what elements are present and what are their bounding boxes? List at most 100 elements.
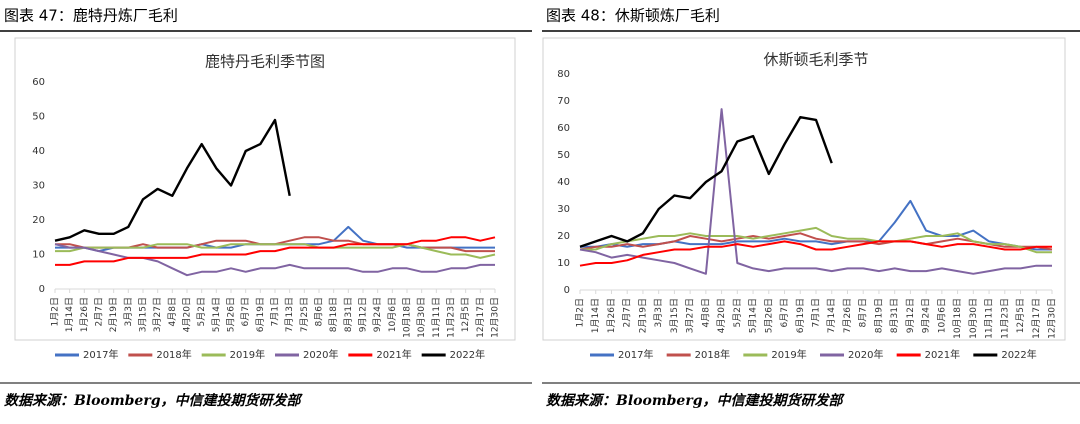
x-tick-label: 4月20日 [716, 298, 727, 333]
x-tick-label: 10月18日 [952, 298, 963, 339]
x-tick-label: 7月1日 [270, 297, 281, 326]
x-tick-label: 6月19日 [795, 298, 806, 333]
x-tick-label: 8月31日 [889, 298, 900, 333]
y-tick-label: 20 [557, 231, 570, 242]
x-tick-label: 11月11日 [431, 297, 442, 338]
legend-label: 2017年 [83, 348, 118, 361]
x-tick-label: 5月26日 [226, 297, 237, 332]
x-tick-label: 3月15日 [138, 297, 149, 332]
x-tick-label: 7月26日 [842, 298, 853, 333]
x-tick-label: 5月2日 [196, 297, 207, 326]
series-line [579, 116, 833, 248]
x-tick-label: 9月24日 [372, 297, 383, 332]
x-tick-label: 10月30日 [968, 298, 979, 339]
x-tick-label: 12月17日 [475, 297, 486, 338]
legend-label: 2020年 [303, 348, 338, 361]
x-tick-label: 5月26日 [763, 298, 774, 333]
x-tick-label: 11月23日 [999, 298, 1010, 339]
x-tick-label: 8月6日 [314, 297, 325, 326]
x-tick-label: 9月24日 [921, 298, 932, 333]
x-tick-label: 1月14日 [590, 298, 601, 333]
y-tick-label: 50 [557, 150, 570, 161]
x-tick-label: 11月23日 [446, 297, 457, 338]
x-tick-label: 9月12日 [905, 298, 916, 333]
legend-label: 2018年 [156, 348, 191, 361]
x-tick-label: 6月7日 [779, 298, 790, 327]
chart-title: 鹿特丹毛利季节图 [205, 53, 325, 71]
legend-label: 2019年 [230, 348, 265, 361]
x-tick-label: 3月27日 [685, 298, 696, 333]
x-tick-label: 7月14日 [826, 298, 837, 333]
x-tick-label: 8月31日 [343, 297, 354, 332]
x-tick-label: 6月19日 [255, 297, 266, 332]
y-tick-label: 70 [557, 96, 570, 107]
y-tick-label: 0 [564, 285, 570, 296]
series-line [579, 108, 1052, 275]
legend-label: 2018年 [695, 348, 730, 361]
x-tick-label: 5月14日 [211, 297, 222, 332]
chart-frame [542, 37, 1066, 341]
x-tick-label: 3月3日 [653, 298, 664, 327]
series-line [580, 226, 1052, 254]
x-tick-label: 8月18日 [328, 297, 339, 332]
figure-caption: 图表 48：休斯顿炼厂毛利 [546, 7, 720, 25]
x-tick-label: 2月19日 [108, 297, 119, 332]
x-tick-label: 1月2日 [50, 297, 61, 326]
y-tick-label: 60 [557, 123, 570, 134]
x-tick-label: 4月20日 [182, 297, 193, 332]
figure-caption: 图表 47：鹿特丹炼厂毛利 [4, 7, 178, 25]
y-tick-label: 0 [39, 284, 45, 295]
legend-label: 2021年 [376, 348, 411, 361]
legend-label: 2017年 [618, 348, 653, 361]
x-tick-label: 4月8日 [700, 298, 711, 327]
y-tick-label: 30 [557, 204, 570, 215]
x-tick-label: 2月19日 [637, 298, 648, 333]
x-tick-label: 5月2日 [732, 298, 743, 327]
x-tick-label: 11月11日 [984, 298, 995, 339]
x-tick-label: 12月17日 [1031, 298, 1042, 339]
y-tick-label: 60 [32, 77, 45, 88]
series-line [55, 236, 496, 266]
legend-label: 2022年 [450, 348, 485, 361]
x-tick-label: 1月2日 [575, 298, 586, 327]
x-tick-label: 12月5日 [460, 297, 471, 332]
y-tick-label: 50 [32, 112, 45, 123]
x-tick-label: 7月25日 [299, 297, 310, 332]
x-tick-label: 3月15日 [669, 298, 680, 333]
x-tick-label: 1月26日 [606, 298, 617, 333]
x-tick-label: 7月1日 [811, 298, 822, 327]
x-tick-label: 3月27日 [152, 297, 163, 332]
x-tick-label: 3月3日 [123, 297, 134, 326]
x-tick-label: 12月5日 [1015, 298, 1026, 333]
x-tick-label: 2月7日 [622, 298, 633, 327]
source-note: 数据来源：Bloomberg，中信建投期货研发部 [546, 392, 846, 409]
x-tick-label: 9月12日 [358, 297, 369, 332]
x-tick-label: 1月26日 [79, 297, 90, 332]
y-tick-label: 30 [32, 181, 45, 192]
y-tick-label: 20 [32, 215, 45, 226]
legend-label: 2021年 [925, 348, 960, 361]
chart-frame [14, 37, 516, 341]
y-tick-label: 40 [557, 177, 570, 188]
y-tick-label: 40 [32, 146, 45, 157]
series-line [54, 118, 291, 242]
y-tick-label: 80 [557, 69, 570, 80]
x-tick-label: 2月7日 [94, 297, 105, 326]
series-line [55, 243, 496, 259]
legend-label: 2022年 [1001, 348, 1036, 361]
x-tick-label: 8月19日 [873, 298, 884, 333]
x-tick-label: 12月30日 [490, 297, 501, 338]
x-tick-label: 10月6日 [387, 297, 398, 332]
chart-title: 休斯顿毛利季节 [763, 51, 868, 69]
source-note: 数据来源：Bloomberg，中信建投期货研发部 [4, 392, 304, 409]
series-line [579, 240, 1052, 267]
x-tick-label: 6月7日 [240, 297, 251, 326]
x-tick-label: 12月30日 [1047, 298, 1058, 339]
y-tick-label: 10 [32, 250, 45, 261]
x-tick-label: 7月13日 [284, 297, 295, 332]
x-tick-label: 10月30日 [416, 297, 427, 338]
x-tick-label: 5月14日 [748, 298, 759, 333]
x-tick-label: 10月18日 [402, 297, 413, 338]
x-tick-label: 10月6日 [936, 298, 947, 333]
